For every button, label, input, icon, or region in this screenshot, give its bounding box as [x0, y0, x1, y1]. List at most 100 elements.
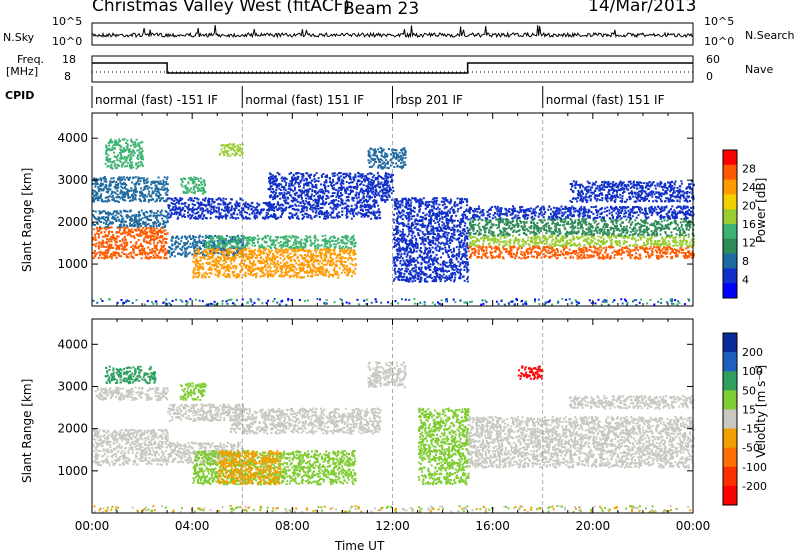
- data-pixel: [348, 256, 351, 259]
- data-pixel: [336, 253, 339, 256]
- data-pixel: [160, 244, 163, 247]
- data-pixel: [369, 160, 372, 163]
- data-pixel: [244, 204, 247, 207]
- data-pixel: [396, 165, 399, 168]
- data-pixel: [153, 246, 156, 249]
- data-pixel: [377, 165, 380, 168]
- data-pixel: [217, 252, 220, 255]
- data-pixel: [191, 253, 194, 256]
- data-pixel: [100, 212, 103, 214]
- data-pixel: [248, 217, 251, 220]
- data-pixel: [263, 217, 266, 220]
- data-pixel: [113, 151, 116, 154]
- data-pixel: [208, 250, 211, 252]
- data-pixel: [313, 242, 316, 245]
- data-pixel: [279, 189, 282, 191]
- data-pixel: [97, 233, 100, 236]
- data-pixel: [249, 272, 252, 274]
- data-pixel: [165, 194, 168, 196]
- data-pixel: [128, 150, 131, 153]
- power-band: [367, 146, 407, 170]
- data-pixel: [219, 199, 222, 202]
- data-pixel: [150, 211, 153, 214]
- data-pixel: [353, 187, 356, 190]
- data-pixel: [336, 173, 339, 176]
- data-pixel: [251, 264, 254, 267]
- data-pixel: [349, 193, 351, 195]
- data-pixel: [164, 200, 167, 203]
- data-pixel: [110, 240, 113, 243]
- data-pixel: [173, 242, 176, 245]
- data-pixel: [283, 178, 286, 181]
- data-pixel: [269, 259, 272, 262]
- data-pixel: [108, 195, 111, 198]
- data-pixel: [139, 141, 142, 144]
- data-pixel: [215, 251, 218, 253]
- data-pixel: [373, 174, 376, 177]
- data-pixel: [143, 182, 146, 185]
- data-pixel: [120, 149, 122, 152]
- data-pixel: [388, 188, 391, 191]
- data-pixel: [269, 262, 272, 265]
- data-pixel: [358, 193, 360, 196]
- data-pixel: [171, 248, 174, 251]
- data-pixel: [225, 209, 228, 212]
- data-pixel: [260, 208, 263, 211]
- data-pixel: [270, 273, 273, 276]
- data-pixel: [272, 241, 275, 244]
- data-pixel: [135, 219, 138, 222]
- data-pixel: [210, 211, 213, 214]
- data-pixel: [236, 273, 239, 276]
- data-pixel: [158, 225, 161, 227]
- data-pixel: [263, 202, 266, 205]
- data-pixel: [272, 255, 275, 258]
- data-pixel: [127, 196, 130, 199]
- data-pixel: [257, 260, 260, 263]
- data-pixel: [268, 181, 271, 184]
- data-pixel: [342, 245, 345, 248]
- data-pixel: [301, 208, 304, 211]
- data-pixel: [197, 179, 200, 182]
- data-pixel: [312, 253, 315, 256]
- data-pixel: [335, 265, 338, 267]
- data-pixel: [384, 154, 386, 157]
- data-pixel: [378, 194, 381, 197]
- data-pixel: [96, 218, 99, 221]
- data-pixel: [204, 251, 207, 254]
- data-pixel: [174, 248, 177, 251]
- data-pixel: [141, 150, 144, 152]
- data-pixel: [225, 242, 228, 245]
- data-pixel: [309, 214, 312, 217]
- data-pixel: [307, 190, 310, 193]
- data-pixel: [212, 206, 215, 209]
- data-pixel: [368, 172, 371, 175]
- data-pixel: [298, 259, 300, 262]
- data-pixel: [313, 216, 316, 219]
- data-pixel: [134, 194, 137, 197]
- data-pixel: [155, 237, 158, 240]
- data-pixel: [248, 238, 251, 241]
- data-pixel: [186, 246, 189, 249]
- data-pixel: [109, 226, 112, 229]
- data-pixel: [386, 181, 389, 184]
- data-pixel: [333, 183, 336, 186]
- data-pixel: [350, 208, 353, 211]
- data-pixel: [396, 259, 398, 262]
- data-pixel: [105, 227, 108, 230]
- data-pixel: [352, 234, 355, 237]
- data-pixel: [135, 220, 138, 223]
- data-pixel: [336, 216, 339, 219]
- data-pixel: [250, 208, 253, 211]
- data-pixel: [177, 199, 180, 202]
- data-pixel: [241, 152, 243, 155]
- data-pixel: [259, 251, 262, 254]
- data-pixel: [93, 177, 95, 180]
- data-pixel: [333, 205, 336, 208]
- data-pixel: [374, 216, 377, 219]
- data-pixel: [198, 240, 201, 243]
- data-pixel: [226, 275, 229, 278]
- data-pixel: [350, 191, 352, 194]
- data-pixel: [223, 254, 226, 257]
- data-pixel: [280, 192, 283, 195]
- data-pixel: [283, 257, 286, 260]
